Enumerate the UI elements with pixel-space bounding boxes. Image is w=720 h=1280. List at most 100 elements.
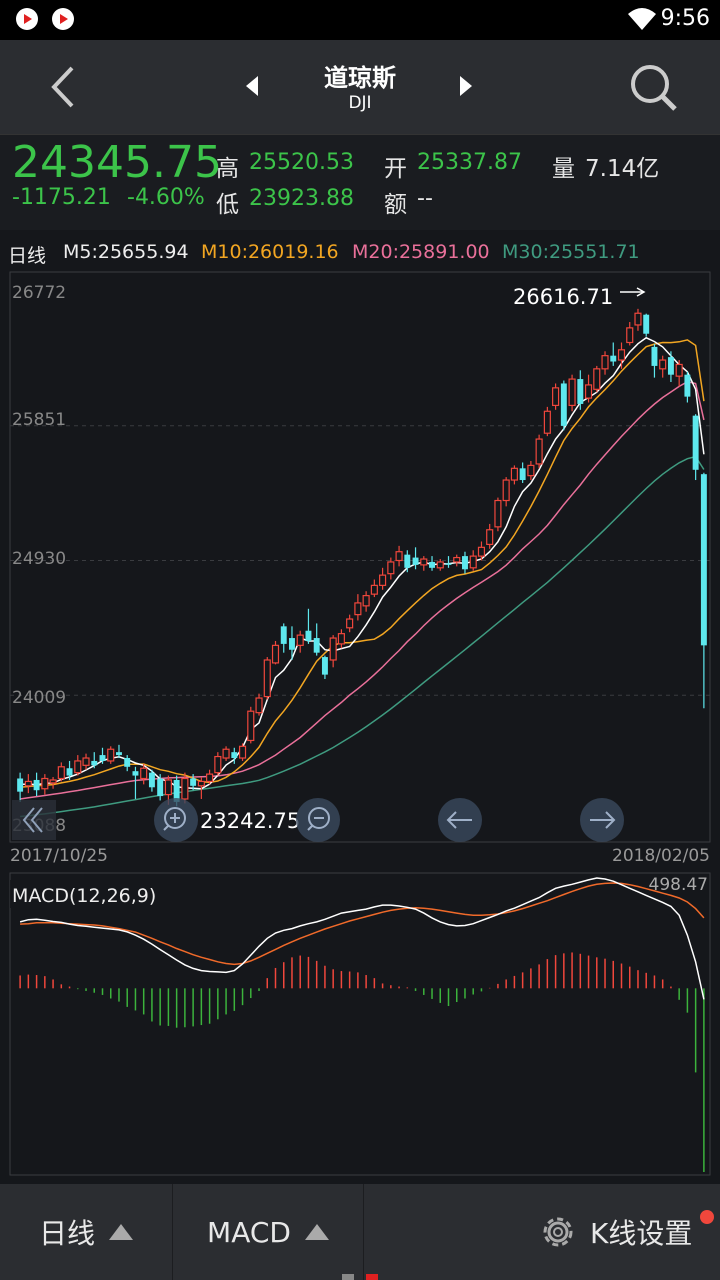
price-change-pct: -4.60% <box>127 185 205 210</box>
candle <box>313 623 320 656</box>
candle-body <box>214 755 222 774</box>
candle <box>41 774 49 795</box>
candle-body <box>17 778 24 792</box>
candle <box>181 772 189 804</box>
candle-body <box>626 327 634 344</box>
volume-value: 7.14亿 <box>585 156 660 182</box>
prev-index-icon[interactable] <box>244 74 262 98</box>
candle-body <box>49 779 57 784</box>
candle-body <box>206 773 214 783</box>
candle <box>231 747 238 764</box>
candle-body <box>362 595 370 607</box>
candle-body <box>305 630 312 641</box>
bottom-toolbar: 日线 MACD K线设置 <box>0 1184 720 1280</box>
x-start-label: 2017/10/25 <box>10 846 108 866</box>
candle-body <box>247 710 255 742</box>
zoom-in-button[interactable] <box>154 798 198 842</box>
y-tick-label: 26772 <box>12 283 66 303</box>
notification-app-icon <box>16 8 38 30</box>
candle <box>667 351 674 383</box>
indicator-selector[interactable]: MACD <box>173 1184 363 1280</box>
search-icon[interactable] <box>628 62 680 114</box>
candle <box>238 743 247 761</box>
candle <box>140 763 148 785</box>
candle-body <box>486 529 494 546</box>
candle <box>99 747 106 764</box>
candle <box>543 406 551 437</box>
candle-body <box>116 752 122 756</box>
index-code: DJI <box>348 93 372 113</box>
dea-line <box>20 882 705 966</box>
candle <box>560 380 567 431</box>
candle-body <box>584 384 593 399</box>
candle <box>453 554 461 567</box>
max-arrow-icon <box>620 287 646 297</box>
kline-settings-button[interactable]: K线设置 <box>510 1184 720 1280</box>
candle-body <box>222 748 230 759</box>
candle-body <box>313 638 320 653</box>
scroll-left-button[interactable] <box>12 800 56 840</box>
divider <box>172 1184 173 1280</box>
candle <box>577 370 584 410</box>
candle-body <box>560 383 567 426</box>
macd-value-label: 498.47 <box>649 875 708 895</box>
zoom-out-button[interactable] <box>296 798 340 842</box>
candle <box>477 541 486 561</box>
move-right-button[interactable] <box>580 798 624 842</box>
candle <box>190 774 197 791</box>
candle <box>57 762 65 782</box>
candle <box>66 760 73 780</box>
candle-body <box>321 657 328 675</box>
candle-body <box>429 561 435 568</box>
candle <box>91 752 98 769</box>
candle-body <box>263 659 271 698</box>
low-value: 23923.88 <box>249 186 354 211</box>
candle <box>610 342 617 366</box>
notification-app-icon <box>52 8 74 30</box>
candle-body <box>197 780 205 787</box>
candle-body <box>140 767 148 780</box>
candle <box>601 351 609 375</box>
ma20-value: M20:25891.00 <box>352 241 490 263</box>
back-icon[interactable] <box>46 64 82 110</box>
candle-body <box>74 760 82 774</box>
candle <box>271 640 280 665</box>
period-selector-label: 日线 <box>38 1217 95 1250</box>
kline-chart[interactable]: 26772 25851 24930 24009 23088 2017/10/25… <box>0 270 720 1180</box>
candle-body <box>510 467 518 481</box>
next-index-icon[interactable] <box>456 74 474 98</box>
low-label: 低 <box>216 192 239 218</box>
triangle-up-icon <box>109 1224 133 1240</box>
candle-body <box>395 551 403 562</box>
candle <box>82 753 90 770</box>
candle <box>24 774 32 794</box>
candle <box>486 523 494 549</box>
candle-body <box>477 546 486 557</box>
candle <box>659 355 667 378</box>
macd-title: MACD(12,26,9) <box>12 885 156 907</box>
candle-body <box>99 755 106 761</box>
candle <box>494 497 502 532</box>
candle-body <box>543 410 551 434</box>
candle-body <box>354 602 362 616</box>
candle-body <box>289 638 295 650</box>
candle <box>469 550 477 571</box>
period-selector[interactable]: 日线 <box>0 1184 172 1280</box>
move-left-button[interactable] <box>438 798 482 842</box>
candle-body <box>659 359 667 370</box>
candle <box>445 556 452 568</box>
candle <box>643 313 650 337</box>
candle-body <box>379 574 387 586</box>
candle <box>255 693 263 716</box>
candle-body <box>404 554 411 568</box>
ma-legend: 日线 M5:25655.94 M10:26019.16 M20:25891.00… <box>0 238 720 270</box>
quote-panel: 24345.75 -1175.21 -4.60% 高 25520.53 低 23… <box>0 134 720 230</box>
candle <box>132 766 139 799</box>
candle-body <box>462 556 468 570</box>
candle-body <box>568 378 576 407</box>
candle <box>519 462 526 483</box>
candle <box>337 629 345 649</box>
candle <box>420 556 428 571</box>
candle-body <box>157 778 164 797</box>
candle <box>379 567 387 590</box>
